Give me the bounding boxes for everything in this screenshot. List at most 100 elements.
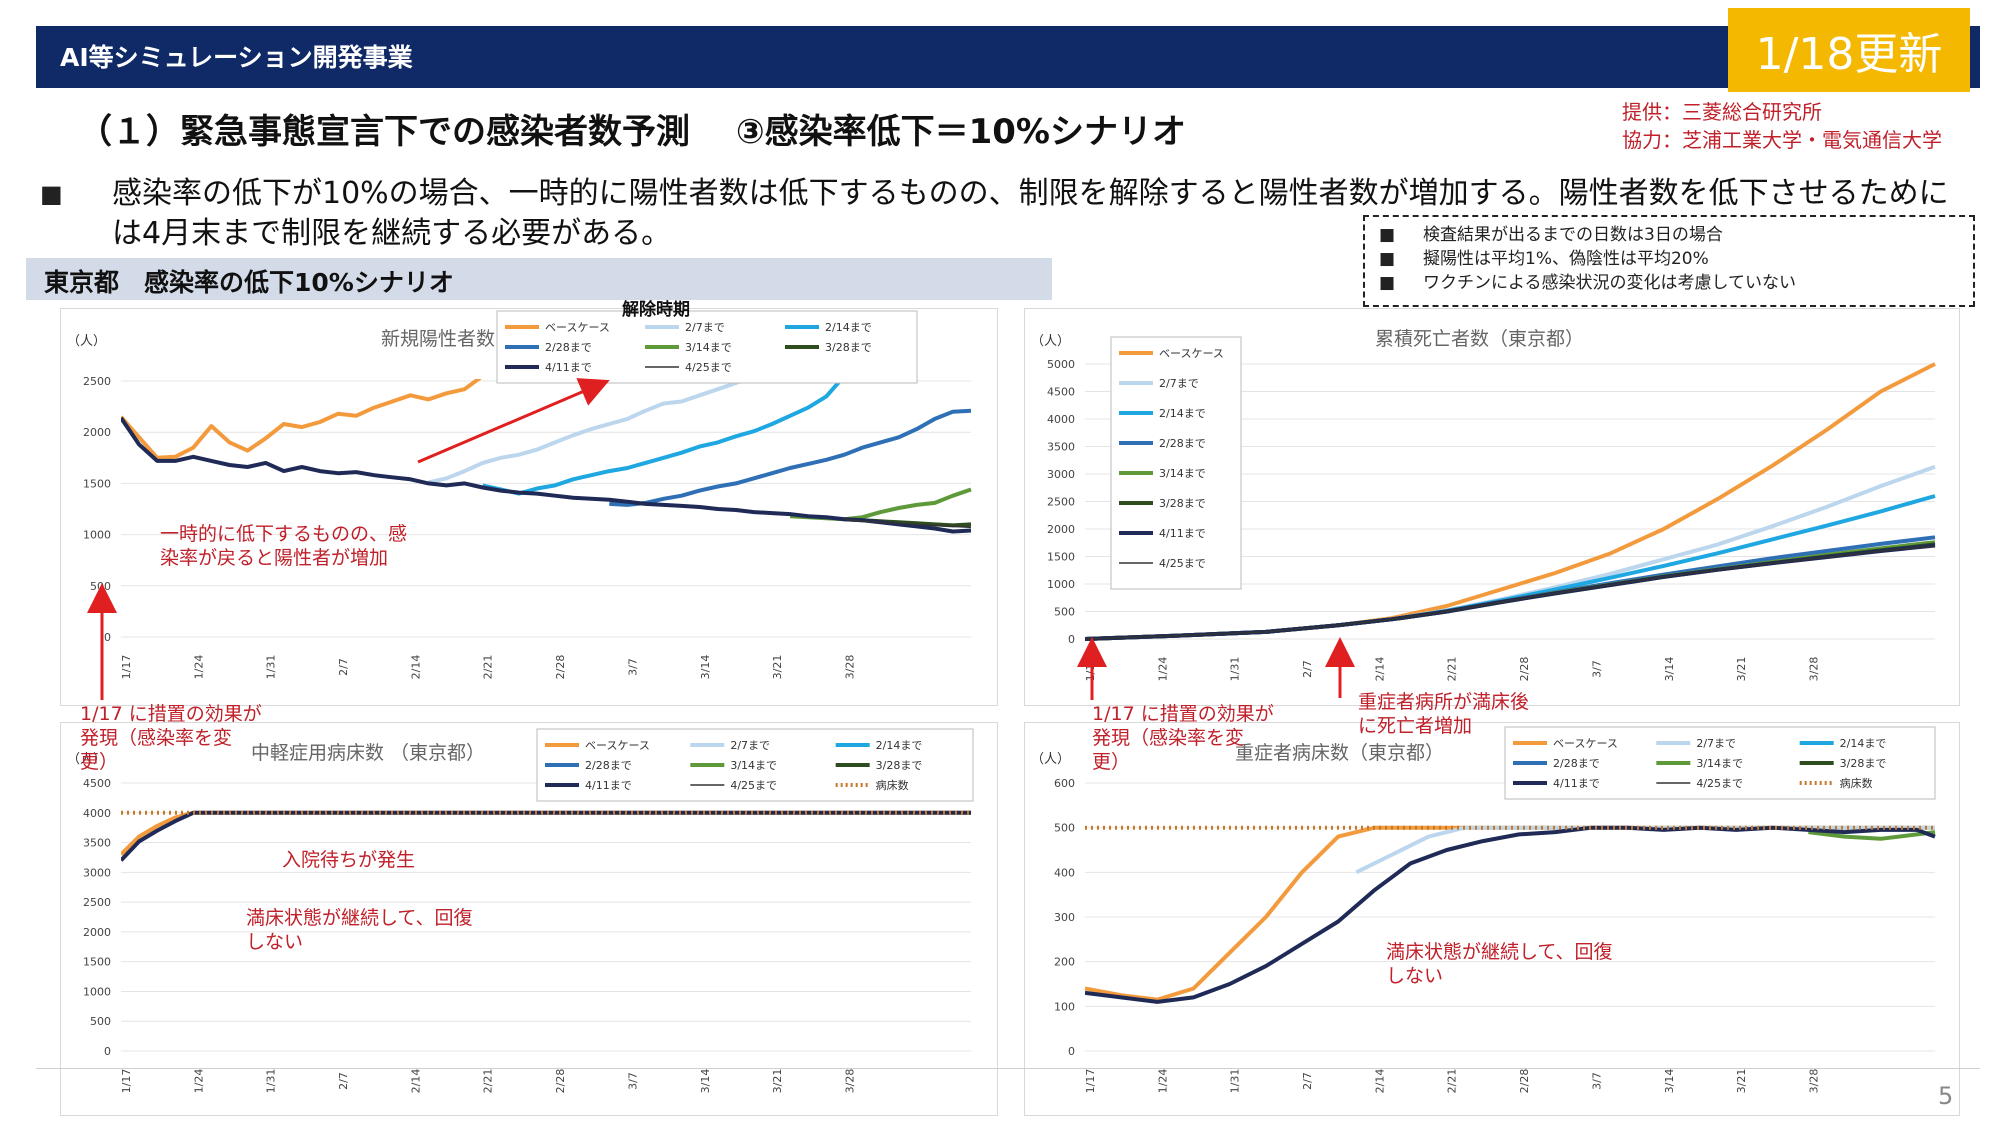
legend-label: 2/28まで: [1159, 437, 1206, 450]
chart-new-cases: 新規陽性者数（東京都） （人） 0 500 1000 1500 2000 2500 1/17 1/…: [60, 308, 998, 706]
y-tick-label: 4500: [1047, 386, 1075, 399]
y-tick-label: 500: [90, 1015, 111, 1028]
region-tab: 東京都 感染率の低下10%シナリオ: [26, 258, 1052, 300]
legend-label: 2/7まで: [730, 739, 770, 752]
legend-box: [496, 310, 918, 384]
y-tick-label: 3000: [1047, 468, 1075, 481]
legend-label: 4/25まで: [685, 361, 732, 374]
y-tick-label: 2000: [1047, 523, 1075, 536]
y-tick-label: 1000: [83, 985, 111, 998]
chart-mild-beds: 中軽症用病床数 （東京都） （人） 0 500 1000 1500 2000 2500 3000…: [60, 722, 998, 1116]
x-tick-label: 1/24: [1156, 657, 1169, 682]
legend-box: [536, 728, 974, 802]
series-line: [121, 379, 482, 460]
legend-box: [1110, 336, 1242, 590]
chart-severe-beds: 重症者病床数（東京都） （人） 0 100 200 300 400 500 600 1/17 1/2…: [1024, 722, 1960, 1116]
footer-divider: [36, 1068, 1980, 1069]
legend-label: 4/11まで: [545, 361, 592, 374]
legend-label: 2/14まで: [825, 321, 872, 334]
y-tick-label: 0: [1068, 1045, 1075, 1058]
chart-title: 累積死亡者数（東京都）: [1375, 328, 1584, 350]
y-tick-label: 3500: [1047, 441, 1075, 454]
note-mark: ■: [1379, 273, 1396, 293]
x-tick-label: 1/24: [192, 1069, 205, 1094]
legend-label: ベースケース: [585, 739, 650, 752]
update-badge: 1/18更新: [1728, 8, 1970, 92]
collaborator-line: 協力：芝浦工業大学・電気通信大学: [1622, 128, 1942, 152]
y-tick-label: 100: [1054, 1000, 1075, 1013]
y-tick-label: 1500: [1047, 551, 1075, 564]
y-tick-label: 3000: [83, 866, 111, 879]
y-tick-label: 2000: [83, 926, 111, 939]
y-tick-label: 1000: [1047, 578, 1075, 591]
y-tick-label: 2500: [1047, 496, 1075, 509]
x-tick-label: 2/21: [482, 655, 495, 680]
provider-line: 提供：三菱総合研究所: [1622, 100, 1822, 124]
legend-label: 2/14まで: [1840, 737, 1887, 750]
x-tick-label: 1/31: [1229, 657, 1242, 682]
annotation-release: 解除時期: [622, 300, 690, 320]
legend-label: 4/25まで: [730, 779, 777, 792]
x-tick-label: 3/21: [1735, 657, 1748, 682]
x-tick-label: 2/14: [409, 655, 422, 680]
legend-label: 4/11まで: [1553, 777, 1600, 790]
legend-label: 病床数: [876, 778, 909, 792]
legend-label: 2/7まで: [685, 321, 725, 334]
legend-label: 4/11まで: [1159, 527, 1206, 540]
legend-label: 3/14まで: [1159, 467, 1206, 480]
y-tick-label: 600: [1054, 777, 1075, 790]
annotation-full-severe: 満床状態が継続して、回復 しない: [1386, 941, 1613, 987]
legend-label: 4/25まで: [1696, 777, 1743, 790]
legend-label: ベースケース: [545, 321, 610, 334]
legend-label: 4/11まで: [585, 779, 632, 792]
x-tick-label: 1/17: [1084, 1069, 1097, 1094]
x-tick-label: 3/7: [1590, 660, 1603, 678]
assumption-note-box: ■ 検査結果が出るまでの日数は3日の場合 ■ 擬陽性は平均1%、偽陰性は平均20% …: [1363, 215, 1975, 307]
y-tick-label: 300: [1054, 911, 1075, 924]
series-line: [482, 379, 845, 496]
x-tick-label: 3/7: [626, 1072, 639, 1090]
bullet-text: 感染率の低下が10%の場合、一時的に陽性者数は低下するものの、制限を解除すると陽…: [112, 176, 1949, 251]
legend-label: 3/28まで: [1159, 497, 1206, 510]
x-tick-label: 1/31: [265, 1069, 278, 1094]
x-tick-label: 2/28: [554, 655, 567, 680]
x-tick-label: 1/31: [265, 655, 278, 680]
annotation-measure-right: 1/17 に措置の効果が 発現（感染率を変 更）: [1092, 703, 1274, 773]
note-text: ワクチンによる感染状況の変化は考慮していない: [1423, 273, 1796, 293]
series-line: [121, 810, 971, 856]
note-text: 擬陽性は平均1%、偽陰性は平均20%: [1423, 249, 1709, 269]
legend-label: 2/7まで: [1696, 737, 1736, 750]
y-tick-label: 4500: [83, 777, 111, 790]
x-tick-label: 3/28: [843, 1069, 856, 1094]
series-line: [844, 518, 972, 529]
x-tick-label: 2/7: [337, 1072, 350, 1090]
series-line: [1085, 825, 1936, 1004]
legend-label: ベースケース: [1553, 737, 1618, 750]
series-line: [121, 810, 971, 862]
x-tick-label: 2/14: [1373, 1069, 1386, 1094]
y-tick-label: 1000: [83, 529, 111, 542]
x-tick-label: 1/17: [120, 655, 133, 680]
note-item: ■ ワクチンによる感染状況の変化は考慮していない: [1379, 271, 1959, 295]
x-tick-label: 3/14: [699, 655, 712, 680]
chart-title: 重症者病床数（東京都）: [1235, 742, 1444, 764]
annotation-measure-left: 1/17 に措置の効果が 発現（感染率を変 更）: [80, 703, 262, 773]
unit-label: （人）: [67, 752, 106, 767]
x-tick-label: 3/21: [771, 655, 784, 680]
legend-label: 2/7まで: [1159, 377, 1199, 390]
legend-label: 2/14まで: [1159, 407, 1206, 420]
y-tick-label: 2000: [83, 426, 111, 439]
y-tick-label: 500: [1054, 822, 1075, 835]
y-tick-label: 5000: [1047, 358, 1075, 371]
x-tick-label: 1/17: [120, 1069, 133, 1094]
x-tick-label: 2/14: [1373, 657, 1386, 682]
header-bar: [36, 26, 1980, 88]
note-mark: ■: [1379, 249, 1396, 269]
annotation-dip: 一時的に低下するものの、感 染率が戻ると陽性者が増加: [160, 523, 408, 569]
chart-title: 中軽症用病床数 （東京都）: [251, 742, 485, 764]
y-tick-label: 400: [1054, 866, 1075, 879]
x-tick-label: 2/21: [1446, 657, 1459, 682]
y-tick-label: 500: [90, 580, 111, 593]
x-tick-label: 2/28: [1518, 1069, 1531, 1094]
legend-label: 2/28まで: [585, 759, 632, 772]
